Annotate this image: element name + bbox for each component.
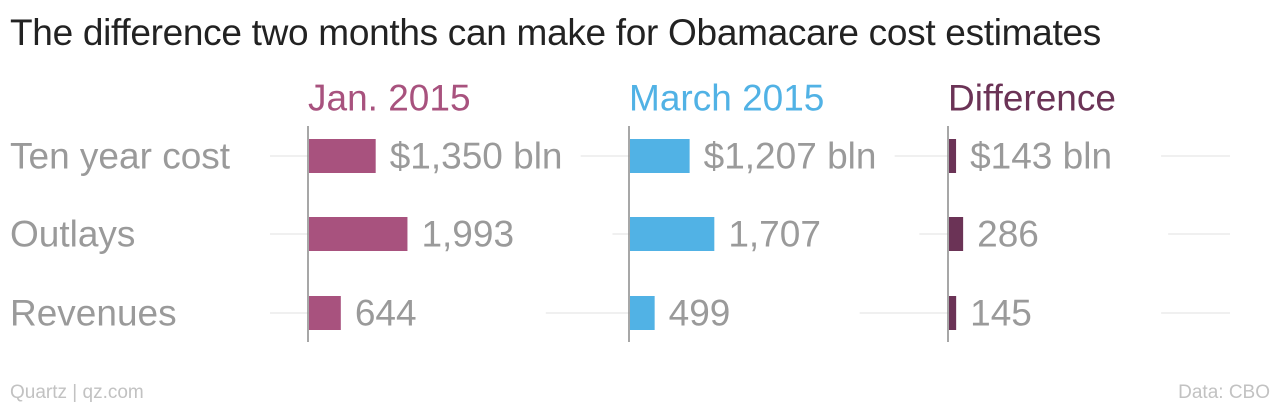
category-label: Outlays <box>10 214 135 255</box>
data-label: $1,207 bln <box>704 136 877 177</box>
bar <box>630 296 655 330</box>
bar-gap <box>949 228 1169 240</box>
series-header: March 2015 <box>629 78 824 119</box>
category-labels: Ten year cost Outlays Revenues <box>10 136 231 334</box>
bar-gap <box>309 307 546 319</box>
series-header: Difference <box>948 78 1116 119</box>
category-label: Revenues <box>10 293 177 334</box>
data-label: $143 bln <box>970 136 1112 177</box>
bar-gap <box>630 307 860 319</box>
bar-gap <box>309 150 581 162</box>
series-headers: Jan. 2015 March 2015 Difference <box>308 78 1116 119</box>
bar <box>309 296 341 330</box>
bar <box>630 139 690 173</box>
bar <box>949 217 964 251</box>
axes <box>307 126 949 342</box>
bar <box>309 139 376 173</box>
data-label: 644 <box>355 293 417 334</box>
chart-title: The difference two months can make for O… <box>10 12 1101 53</box>
data-label: $1,350 bln <box>390 136 563 177</box>
bar-gap <box>949 150 1162 162</box>
data-credit: Data: CBO <box>1178 382 1270 403</box>
series-header: Jan. 2015 <box>308 78 471 119</box>
bar-gap <box>949 307 1162 319</box>
bar <box>309 217 408 251</box>
data-label: 145 <box>970 293 1032 334</box>
data-label: 1,707 <box>728 214 821 255</box>
source-credit: Quartz | qz.com <box>10 382 144 403</box>
bar-gap <box>630 150 895 162</box>
data-label: 286 <box>977 214 1039 255</box>
data-label: 1,993 <box>421 214 514 255</box>
data-label: 499 <box>669 293 731 334</box>
bars <box>309 139 1169 330</box>
category-label: Ten year cost <box>10 136 231 177</box>
bar <box>949 296 957 330</box>
bar <box>630 217 715 251</box>
bar <box>949 139 957 173</box>
